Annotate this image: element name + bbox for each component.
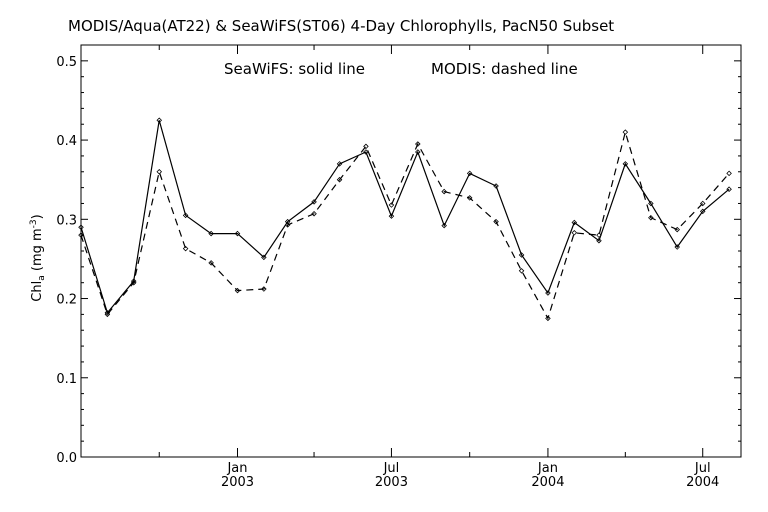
annotation-dashed: MODIS: dashed line — [431, 60, 578, 78]
data-point-modis — [208, 260, 214, 266]
data-point-modis — [363, 143, 369, 150]
y-axis-label-unit: (mg m — [30, 228, 45, 275]
data-point-modis — [571, 230, 578, 236]
data-point-seawifs — [622, 161, 629, 167]
x-tick-label-year: 2003 — [375, 475, 408, 490]
data-point-seawifs — [156, 117, 163, 124]
data-point-seawifs — [182, 212, 189, 219]
data-point-modis — [674, 226, 680, 233]
x-tick-label-month: Jul — [694, 461, 711, 476]
data-point-seawifs — [311, 199, 317, 205]
data-point-seawifs — [336, 161, 343, 167]
y-tick-label: 0.0 — [56, 451, 77, 466]
data-point-modis — [699, 200, 706, 207]
plot-frame — [80, 44, 742, 458]
y-axis-label-base: Chl — [30, 281, 45, 302]
data-point-seawifs — [441, 222, 447, 229]
data-point-modis — [104, 311, 111, 318]
chart-title: MODIS/Aqua(AT22) & SeaWiFS(ST06) 4-Day C… — [68, 17, 614, 35]
y-axis-label: Chla (mg m-3) — [29, 214, 47, 301]
y-axis-label-unit-close: ) — [30, 214, 45, 219]
y-axis-label-unit-sup: -3 — [29, 219, 39, 228]
y-tick-label: 0.2 — [56, 293, 77, 308]
data-point-seawifs — [674, 244, 680, 250]
data-point-modis — [336, 176, 343, 183]
y-axis-label-sub: a — [37, 275, 47, 281]
series-line-seawifs — [80, 120, 730, 315]
data-point-seawifs — [518, 252, 525, 258]
data-point-modis — [182, 245, 189, 252]
y-tick-label: 0.1 — [56, 372, 77, 387]
data-point-modis — [156, 169, 163, 175]
data-point-seawifs — [388, 213, 395, 219]
data-point-modis — [234, 287, 241, 294]
data-point-modis — [130, 279, 137, 286]
data-point-modis — [466, 195, 473, 201]
data-point-seawifs — [261, 254, 267, 261]
data-point-seawifs — [284, 218, 291, 225]
annotation-solid: SeaWiFS: solid line — [224, 60, 365, 78]
data-point-modis — [726, 170, 732, 177]
x-tick-label-month: Jan — [537, 461, 558, 476]
x-tick-label-year: 2004 — [686, 475, 719, 490]
y-tick-label: 0.4 — [56, 134, 77, 149]
data-point-modis — [388, 202, 395, 208]
data-point-modis — [545, 315, 551, 322]
data-point-seawifs — [78, 224, 84, 230]
series-line-modis — [80, 129, 730, 320]
data-point-modis — [441, 188, 447, 195]
data-point-modis — [493, 218, 499, 225]
y-tick-label: 0.5 — [56, 55, 77, 70]
data-point-seawifs — [545, 290, 551, 296]
data-point-seawifs — [726, 186, 732, 192]
x-tick-label-month: Jul — [383, 461, 400, 476]
data-point-modis — [596, 232, 602, 238]
data-point-seawifs — [699, 208, 706, 215]
data-point-modis — [261, 286, 267, 292]
x-tick-label-month: Jan — [226, 461, 247, 476]
data-point-seawifs — [493, 183, 499, 189]
x-tick-label-year: 2003 — [221, 475, 254, 490]
data-point-modis — [518, 268, 525, 274]
data-point-seawifs — [234, 230, 241, 237]
data-point-modis — [622, 129, 629, 135]
data-point-seawifs — [208, 230, 214, 237]
data-point-modis — [648, 214, 654, 221]
data-point-modis — [311, 210, 317, 217]
series-layer — [78, 117, 732, 322]
data-point-modis — [78, 232, 84, 238]
data-point-modis — [415, 141, 421, 147]
y-axis: 0.0 0.1 0.2 0.3 0.4 0.5 — [56, 55, 741, 466]
x-tick-label-year: 2004 — [531, 475, 564, 490]
data-point-seawifs — [596, 237, 602, 244]
data-point-seawifs — [648, 200, 654, 207]
data-point-seawifs — [466, 170, 473, 177]
data-point-modis — [284, 222, 291, 228]
y-tick-label: 0.3 — [56, 213, 77, 228]
data-point-seawifs — [415, 149, 421, 155]
data-point-seawifs — [571, 219, 578, 226]
